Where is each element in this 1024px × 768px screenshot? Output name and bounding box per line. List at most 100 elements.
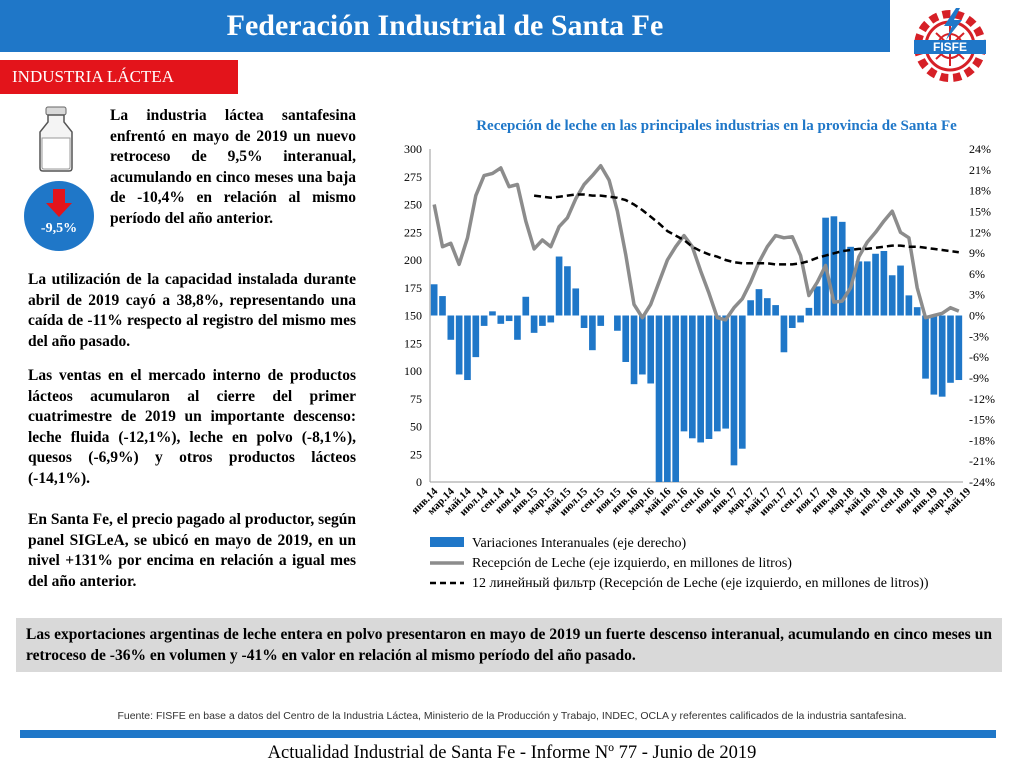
down-arrow-icon [46, 189, 72, 217]
right-tick-label: -21% [969, 454, 995, 468]
variation-bar [564, 266, 571, 316]
paragraph-production: La industria láctea santafesina enfrentó… [110, 107, 356, 227]
left-tick-label: 100 [404, 364, 422, 378]
legend-label-bars: Variaciones Interanuales (eje derecho) [472, 536, 686, 551]
variation-bar [580, 315, 588, 328]
variation-bar [813, 286, 821, 316]
filter-line [533, 193, 959, 266]
left-tick-label: 0 [416, 475, 422, 489]
fisfe-logo: FISFE [914, 8, 986, 82]
variation-bar [838, 221, 846, 316]
variation-bar [830, 216, 838, 316]
right-tick-label: 0% [969, 309, 985, 323]
left-tick-label: 175 [404, 281, 422, 295]
page-title: Federación Industrial de Santa Fe [226, 9, 664, 42]
variation-bar [522, 296, 530, 316]
variation-bar [430, 284, 438, 316]
variation-bar [630, 315, 638, 385]
variation-bar [697, 315, 704, 443]
right-tick-label: 9% [969, 246, 985, 260]
left-tick-label: 50 [410, 420, 422, 434]
variation-bar [755, 289, 763, 316]
variation-bar [664, 315, 671, 482]
right-tick-label: 6% [969, 267, 985, 281]
variation-bar [455, 315, 463, 375]
variation-bar [863, 261, 871, 316]
variation-bar [913, 307, 921, 316]
paragraph-sales: Las ventas en el mercado interno de prod… [28, 367, 356, 487]
left-tick-label: 200 [404, 253, 422, 267]
variation-bar [880, 250, 888, 316]
left-tick-label: 250 [404, 198, 422, 212]
right-tick-label: 12% [969, 225, 991, 239]
variation-bar [497, 315, 505, 324]
variation-bar [680, 315, 688, 432]
right-tick-label: -15% [969, 413, 995, 427]
variation-bar [464, 315, 471, 381]
legend-label-filter: 12 линейный фильтр (Recepción de Leche (… [472, 576, 929, 591]
left-tick-label: 75 [410, 392, 422, 406]
variation-bar [514, 315, 521, 340]
logo-text: FISFE [933, 40, 967, 54]
exports-summary: Las exportaciones argentinas de leche en… [16, 618, 1002, 672]
milk-reception-chart: Recepción de leche en las principales in… [404, 118, 995, 591]
variation-bar [730, 315, 738, 466]
paragraph-capacity: La utilización de la capacidad instalada… [28, 271, 356, 350]
right-tick-label: 18% [969, 184, 991, 198]
right-tick-label: -3% [969, 329, 989, 343]
variation-bar [547, 315, 555, 323]
variation-bar [805, 307, 813, 316]
footer-bar [20, 730, 996, 738]
variation-bar [872, 253, 879, 316]
variation-bar [797, 315, 804, 323]
left-tick-label: 150 [404, 309, 422, 323]
variation-bar [505, 315, 513, 322]
left-tick-label: 25 [410, 447, 422, 461]
variation-bar [788, 315, 796, 328]
right-tick-label: 21% [969, 163, 991, 177]
variation-bar [780, 315, 788, 353]
variation-bar [897, 265, 904, 316]
variation-bar [772, 305, 779, 316]
variation-bar [614, 315, 621, 331]
variation-bar [572, 288, 580, 316]
variation-bar [705, 315, 713, 439]
legend-swatch-bars [430, 537, 464, 547]
variation-bar [689, 315, 696, 439]
right-tick-label: -12% [969, 392, 995, 406]
right-tick-label: -24% [969, 475, 995, 489]
variation-bar [747, 300, 754, 316]
variation-bar [672, 315, 680, 482]
variation-bar [655, 315, 663, 482]
reception-line [432, 163, 960, 322]
variation-bar [955, 315, 963, 381]
variation-bar [480, 315, 488, 326]
right-tick-label: -18% [969, 433, 995, 447]
variation-bar [722, 315, 729, 429]
variation-bar [589, 315, 596, 351]
right-tick-label: -6% [969, 350, 989, 364]
legend-label-line: Recepción de Leche (eje izquierdo, en mi… [472, 556, 792, 571]
right-tick-label: 15% [969, 204, 991, 218]
variation-bar [639, 315, 646, 375]
variation-bar [597, 315, 605, 326]
variation-badge: -9,5% [24, 181, 94, 251]
left-tick-label: 225 [404, 225, 422, 239]
variation-bar [439, 296, 446, 316]
variation-bar [930, 315, 938, 395]
variation-bar [947, 315, 954, 383]
left-tick-label: 275 [404, 170, 422, 184]
source-note: Fuente: FISFE en base a datos del Centro… [117, 710, 907, 722]
variation-bar [922, 315, 929, 379]
right-tick-label: 24% [969, 142, 991, 156]
variation-bar [472, 315, 480, 358]
variation-bar [647, 315, 655, 384]
variation-bar [489, 311, 496, 316]
variation-bar [447, 315, 455, 340]
variation-bar [738, 315, 746, 449]
variation-bar [905, 295, 913, 316]
variation-bar [555, 256, 563, 316]
variation-bar [763, 298, 771, 316]
variation-bar [539, 315, 546, 326]
variation-value: -9,5% [40, 221, 78, 236]
